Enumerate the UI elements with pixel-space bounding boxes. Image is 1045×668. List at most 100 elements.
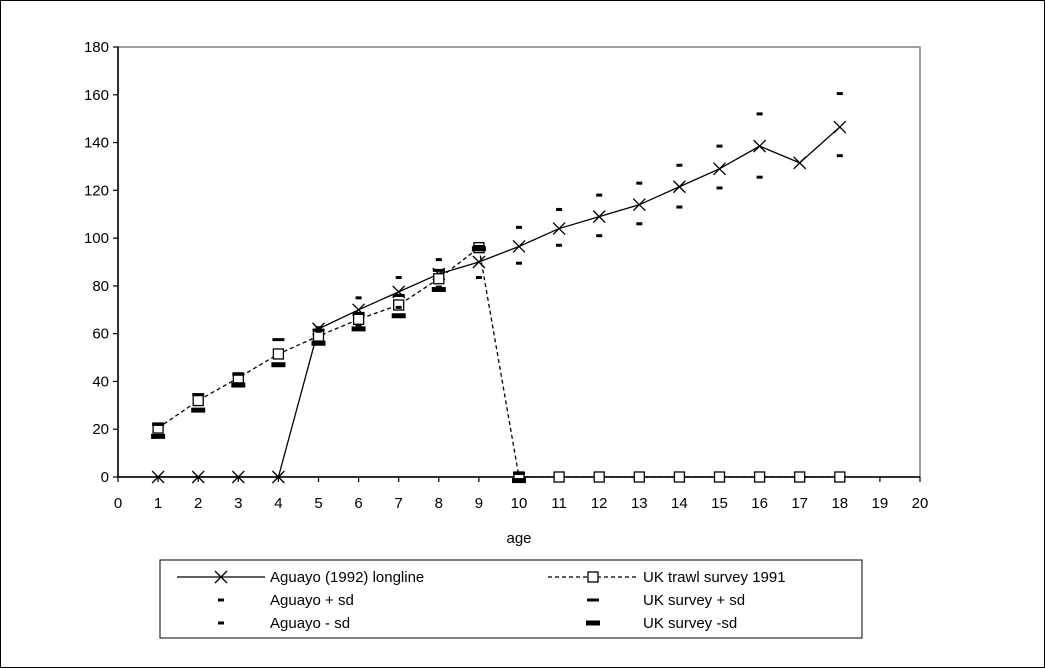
data-point (593, 471, 605, 483)
data-point (231, 382, 246, 388)
data-point (512, 240, 526, 253)
data-point (391, 313, 406, 319)
data-point (272, 348, 285, 360)
x-tick-label: 2 (194, 495, 202, 512)
data-point (191, 407, 206, 413)
series-layer (151, 92, 847, 484)
data-point (834, 471, 846, 483)
y-tick-label: 100 (84, 230, 109, 247)
x-marker-stroke (672, 180, 686, 194)
x-tick-label: 1 (154, 495, 162, 512)
y-tick-label: 40 (92, 373, 109, 390)
data-point (516, 225, 522, 229)
data-point (636, 181, 643, 185)
legend-item: UK trawl survey 1991 (548, 569, 786, 586)
data-point (513, 471, 525, 475)
x-marker-stroke (151, 470, 165, 484)
data-point (676, 205, 683, 209)
data-point (312, 328, 325, 332)
x-marker-stroke (793, 156, 807, 170)
data-point (355, 296, 362, 300)
legend-item: UK survey + sd (587, 592, 745, 609)
data-point (151, 470, 165, 484)
data-point (271, 470, 285, 484)
x-tick-label: 20 (912, 495, 929, 512)
data-point (395, 305, 402, 309)
data-point (672, 180, 686, 194)
legend-item: Aguayo (1992) longline (177, 569, 424, 586)
data-point (716, 186, 723, 190)
x-marker-stroke (552, 222, 566, 236)
data-point (596, 234, 603, 238)
x-tick-label: 18 (831, 495, 848, 512)
data-point (512, 478, 526, 484)
data-point (552, 222, 566, 236)
x-tick-label: 13 (631, 495, 648, 512)
data-point (152, 422, 165, 426)
data-point (272, 338, 285, 342)
legend-label: Aguayo + sd (270, 592, 354, 609)
data-point (191, 470, 205, 484)
legend-item: Aguayo - sd (218, 615, 350, 632)
data-point (271, 362, 286, 368)
data-point (592, 210, 606, 224)
x-tick-label: 6 (354, 495, 362, 512)
data-point (753, 471, 766, 483)
x-tick-label: 4 (274, 495, 282, 512)
legend-marker (587, 571, 599, 583)
x-marker-stroke (214, 570, 228, 584)
y-tick-label: 0 (101, 469, 109, 486)
data-point (231, 470, 245, 484)
data-point (713, 162, 726, 176)
x-tick-label: 16 (751, 495, 768, 512)
data-point (632, 198, 646, 212)
x-tick-label: 0 (114, 495, 122, 512)
data-point (793, 156, 807, 170)
x-marker-stroke (231, 470, 245, 484)
data-point (311, 340, 326, 346)
legend-marker (214, 570, 228, 584)
y-tick-label: 180 (84, 39, 109, 56)
data-point (833, 120, 847, 134)
data-point (716, 144, 723, 148)
x-marker-stroke (753, 139, 767, 153)
data-point (836, 154, 843, 158)
data-point (432, 268, 445, 272)
data-point (633, 471, 645, 483)
legend-item: UK survey -sd (586, 615, 737, 632)
data-point (431, 286, 446, 292)
data-point (713, 471, 726, 483)
data-point (753, 139, 767, 153)
x-tick-label: 3 (234, 495, 242, 512)
data-point (475, 276, 482, 280)
data-point (516, 261, 522, 265)
y-tick-label: 120 (84, 182, 109, 199)
series-line (157, 246, 840, 478)
x-tick-label: 10 (511, 495, 528, 512)
data-point (556, 207, 563, 211)
data-point (553, 471, 565, 483)
x-marker-stroke (632, 198, 646, 212)
y-tick-label: 60 (92, 326, 109, 343)
series-5 (151, 246, 526, 484)
data-point (393, 299, 405, 311)
data-point (556, 243, 563, 247)
data-point (433, 273, 445, 285)
data-point (676, 163, 683, 167)
data-point (352, 313, 365, 325)
legend-label: Aguayo - sd (270, 615, 350, 632)
legend-label: UK survey + sd (643, 592, 745, 609)
x-marker-stroke (592, 210, 606, 224)
series-line (158, 126, 841, 478)
x-marker-stroke (833, 120, 847, 134)
data-point (351, 326, 366, 332)
data-point (673, 471, 686, 483)
x-axis-label: age (506, 530, 531, 547)
data-point (192, 393, 205, 397)
y-tick-label: 20 (92, 421, 109, 438)
x-tick-label: 9 (475, 495, 483, 512)
legend-marker (218, 621, 224, 625)
data-point (435, 258, 442, 262)
data-point (836, 92, 843, 96)
